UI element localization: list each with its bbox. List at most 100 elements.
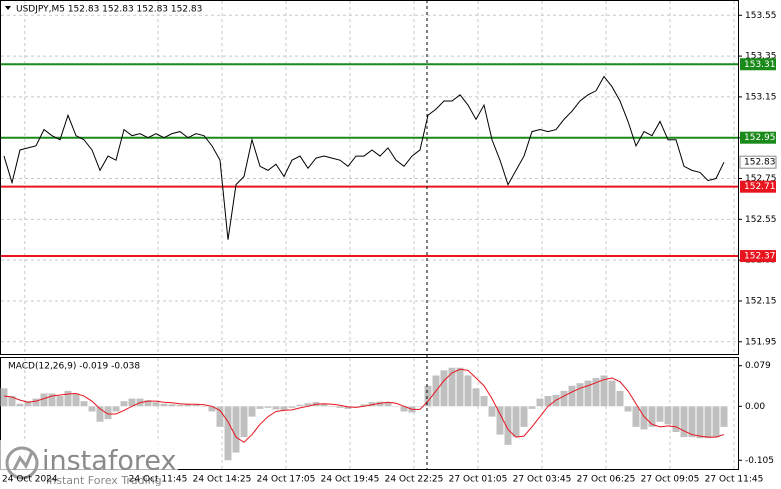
x-tick-label: 27 Oct 06:25 xyxy=(577,475,636,485)
histogram-bar xyxy=(272,406,280,410)
histogram-bar xyxy=(40,393,48,407)
tagline: Instant Forex Trading xyxy=(46,474,162,487)
histogram-bar xyxy=(576,383,584,407)
x-tick-label: 24 Oct 11:45 xyxy=(129,475,188,485)
y-tick-label: 152.75 xyxy=(745,174,777,184)
level-label-bg xyxy=(740,180,776,193)
histogram-bar xyxy=(600,375,608,407)
histogram-bar xyxy=(656,406,664,422)
histogram-bar xyxy=(480,396,488,407)
y-tick-label: 152.55 xyxy=(745,215,777,225)
histogram-bar xyxy=(0,388,8,407)
histogram-bar xyxy=(448,367,456,407)
histogram-bar xyxy=(344,406,352,409)
histogram-bar xyxy=(512,406,520,438)
histogram-bar xyxy=(672,406,680,432)
y-tick-label: 153.15 xyxy=(745,92,777,102)
histogram-bar xyxy=(696,406,704,439)
last-price-label: 152.83 xyxy=(744,158,776,168)
histogram-bar xyxy=(184,404,192,407)
histogram-bar xyxy=(536,398,544,407)
logo-ring xyxy=(5,446,39,480)
histogram-bar xyxy=(440,370,448,407)
level-label: 152.71 xyxy=(744,182,776,192)
histogram-bar xyxy=(280,406,288,411)
x-tick-label: 24 Oct 14:25 xyxy=(193,475,252,485)
main-title: USDJPY,M5 152.83 152.83 152.83 152.83 xyxy=(16,5,202,15)
histogram-bar xyxy=(176,404,184,407)
level-label-bg xyxy=(740,131,776,144)
histogram-bar xyxy=(664,406,672,425)
histogram-bar xyxy=(104,406,112,420)
logo-mark xyxy=(12,451,34,471)
watermark-bg xyxy=(0,440,178,488)
histogram-bar xyxy=(24,401,32,407)
histogram-bar xyxy=(200,406,208,407)
histogram-bar xyxy=(504,406,512,445)
x-tick-label: 27 Oct 03:45 xyxy=(513,475,572,485)
y-tick-label: 152.15 xyxy=(745,296,777,306)
histogram-bar xyxy=(264,406,272,408)
histogram-bar xyxy=(32,398,40,407)
histogram-bar xyxy=(424,385,432,407)
histogram-bar xyxy=(144,400,152,407)
histogram-bar xyxy=(296,404,304,407)
x-tick-label: 24 Oct 22:25 xyxy=(385,475,444,485)
histogram-bar xyxy=(248,406,256,417)
histogram-bar xyxy=(352,406,360,407)
histogram-bar xyxy=(648,406,656,427)
brand: instaforex xyxy=(42,446,176,477)
histogram-bar xyxy=(64,390,72,407)
histogram-bar xyxy=(120,401,128,407)
histogram-bar xyxy=(720,406,728,427)
level-label: 152.95 xyxy=(744,133,776,143)
histogram-bar xyxy=(400,406,408,412)
histogram-bar xyxy=(632,406,640,427)
histogram-bar xyxy=(96,406,104,422)
histogram-bar xyxy=(256,406,264,409)
y-tick-label: 0.00 xyxy=(745,402,765,412)
signal-line xyxy=(3,368,725,443)
histogram-bar xyxy=(328,406,336,407)
histogram-bar xyxy=(80,401,88,407)
histogram-bar xyxy=(384,402,392,407)
histogram-bar xyxy=(240,406,248,438)
level-label-bg xyxy=(740,58,776,71)
histogram-bar xyxy=(360,404,368,407)
histogram-bar xyxy=(56,396,64,407)
histogram-bar xyxy=(528,406,536,409)
histogram-bar xyxy=(16,403,24,407)
histogram-bar xyxy=(608,380,616,407)
histogram-bar xyxy=(464,375,472,407)
histogram-bar xyxy=(168,404,176,407)
histogram-bar xyxy=(488,406,496,417)
x-tick-label: 27 Oct 01:05 xyxy=(449,475,508,485)
y-tick-label: 151.95 xyxy=(745,337,777,347)
histogram-bar xyxy=(640,406,648,430)
histogram-bar xyxy=(688,406,696,438)
y-tick-label: -0.105 xyxy=(745,456,774,466)
histogram-bar xyxy=(8,396,16,407)
histogram-bar xyxy=(88,406,96,412)
histogram-bar xyxy=(416,406,424,407)
histogram-bar xyxy=(192,404,200,407)
histogram-bar xyxy=(72,393,80,407)
watermark: instaforex Instant Forex Trading xyxy=(0,440,178,488)
histogram-bar xyxy=(304,403,312,407)
level-label-bg xyxy=(740,250,776,263)
histogram-bar xyxy=(520,406,528,427)
x-tick-label: 24 Oct 19:45 xyxy=(321,475,380,485)
y-tick-label: 0.079 xyxy=(745,361,771,371)
histogram-bar xyxy=(376,401,384,407)
histogram-bar xyxy=(592,378,600,407)
histogram-bar xyxy=(336,406,344,408)
level-label: 152.37 xyxy=(744,252,776,262)
histogram-bar xyxy=(472,388,480,407)
histogram-bar xyxy=(224,406,232,461)
histogram-bar xyxy=(680,406,688,438)
level-label: 153.31 xyxy=(744,60,776,70)
main-pane xyxy=(0,0,739,355)
histogram-bar xyxy=(232,406,240,453)
histogram-bar xyxy=(544,396,552,407)
